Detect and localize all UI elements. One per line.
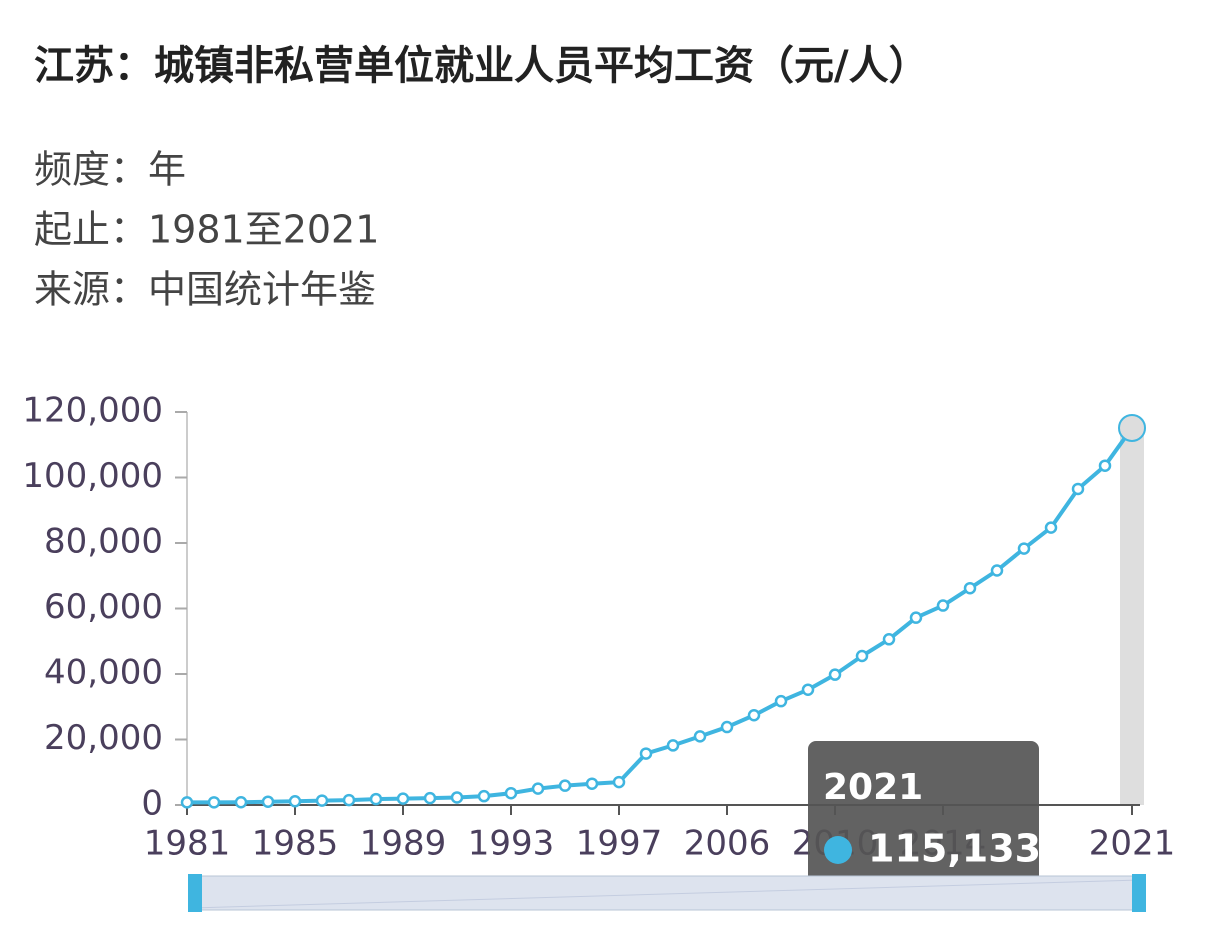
point: [585, 777, 599, 790]
chart-title: 江苏：城镇非私营单位就业人员平均工资（元/人）: [34, 43, 929, 89]
point: [396, 792, 410, 805]
x-tick-label: 1997: [576, 824, 663, 864]
zoom-preview: [191, 879, 1141, 909]
point: [963, 581, 977, 595]
zoom-handle[interactable]: [188, 874, 202, 912]
y-tick-label: 20,000: [44, 718, 163, 758]
y-tick-label: 100,000: [22, 456, 163, 496]
point: [1044, 521, 1058, 534]
point: [558, 779, 572, 792]
point: [639, 747, 653, 760]
x-tick-label: 1985: [252, 824, 339, 864]
point: [504, 786, 518, 800]
point: [1071, 482, 1085, 496]
point: [423, 791, 437, 805]
data-zoom[interactable]: [188, 874, 1146, 912]
zoom-track[interactable]: [191, 875, 1141, 911]
point: [369, 792, 383, 806]
point: [747, 709, 761, 722]
point: [882, 633, 896, 646]
y-tick-label: 120,000: [22, 391, 163, 431]
point: [936, 599, 950, 612]
point: [1017, 542, 1031, 555]
point: [720, 720, 734, 734]
point: [990, 564, 1004, 577]
point: [774, 694, 788, 708]
point: [261, 795, 275, 808]
point: [612, 775, 626, 789]
y-tick-label: 80,000: [44, 522, 163, 562]
point: [450, 791, 464, 804]
tooltip-box: [808, 741, 1039, 894]
tooltip: 2021 115,133: [808, 741, 1041, 894]
point: [288, 794, 302, 808]
x-tick-label: 1993: [468, 824, 555, 864]
y-tick-label: 60,000: [44, 587, 163, 627]
y-tick-label: 40,000: [44, 653, 163, 693]
point: [531, 782, 545, 795]
point: [207, 796, 221, 809]
subtitle-line: 起止：1981至2021: [34, 208, 379, 252]
point: [1098, 459, 1112, 472]
x-tick-label: 2006: [684, 824, 771, 864]
x-tick-label: 2021: [1089, 824, 1176, 864]
point: [801, 683, 815, 696]
point: [342, 793, 356, 807]
point: [234, 795, 248, 809]
point: [315, 794, 329, 807]
subtitle-line: 频度：年: [34, 148, 186, 192]
subtitle-line: 来源：中国统计年鉴: [34, 268, 376, 312]
tooltip-title: 2021: [823, 767, 923, 808]
hover-band: [1120, 427, 1144, 805]
highlight-point: [1118, 413, 1146, 442]
point: [180, 796, 194, 809]
point: [693, 730, 707, 743]
point: [909, 611, 923, 624]
point: [828, 668, 842, 681]
y-tick-label: 0: [141, 784, 163, 824]
x-tick-label: 1981: [144, 824, 231, 864]
tooltip-marker: [824, 836, 852, 864]
point: [477, 789, 491, 803]
tooltip-value: 115,133: [868, 827, 1041, 871]
point: [855, 649, 869, 663]
x-tick-label: 1989: [360, 824, 447, 864]
zoom-handle[interactable]: [1132, 874, 1146, 912]
point: [666, 739, 680, 752]
